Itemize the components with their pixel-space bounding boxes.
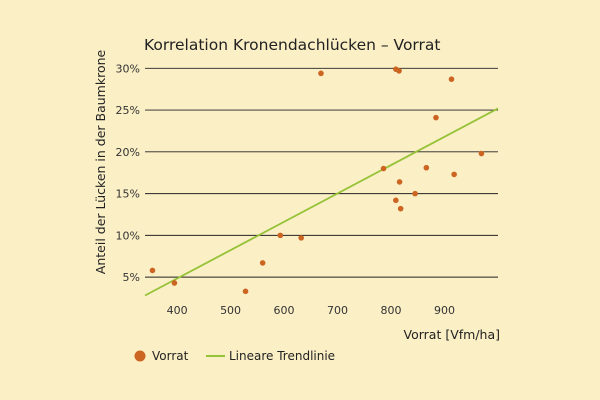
x-tick-label-700: 700 xyxy=(327,304,348,317)
x-tick-label-900: 900 xyxy=(434,304,455,317)
y-tick-label-5: 5% xyxy=(123,271,140,284)
y-axis-title: Anteil der Lücken in der Baumkrone xyxy=(93,49,108,274)
data-point-6 xyxy=(298,235,304,241)
data-point-15 xyxy=(423,164,430,171)
data-point-13 xyxy=(397,205,404,212)
chart-title: Korrelation Kronendachlücken – Vorrat xyxy=(144,36,440,54)
legend-item-trendline: Lineare Trendlinie xyxy=(206,349,335,363)
legend: Vorrat Lineare Trendlinie xyxy=(134,349,335,363)
legend-label-vorrat: Vorrat xyxy=(152,349,189,363)
data-point-5 xyxy=(277,232,284,239)
data-points xyxy=(149,66,485,295)
y-tick-label-10: 10% xyxy=(116,229,140,242)
legend-label-trendline: Lineare Trendlinie xyxy=(229,349,335,363)
data-point-11 xyxy=(396,68,402,74)
data-point-12 xyxy=(396,179,403,185)
legend-item-vorrat: Vorrat xyxy=(134,349,189,363)
y-tick-labels: 5% 10% 15% 20% 25% 30% xyxy=(116,62,140,284)
data-point-16 xyxy=(433,114,439,121)
x-tick-labels: 400 500 600 700 800 900 xyxy=(167,304,455,317)
data-point-3 xyxy=(242,288,249,295)
data-point-2 xyxy=(171,280,178,286)
data-point-19 xyxy=(478,150,485,157)
data-point-4 xyxy=(259,260,266,266)
trendline-layer xyxy=(144,107,499,297)
x-tick-label-400: 400 xyxy=(167,304,188,317)
data-point-9 xyxy=(393,197,399,204)
data-point-14 xyxy=(412,190,418,197)
trendline xyxy=(144,107,499,297)
x-tick-label-500: 500 xyxy=(220,304,241,317)
x-tick-label-800: 800 xyxy=(381,304,402,317)
data-point-17 xyxy=(448,76,455,83)
y-tick-label-25: 25% xyxy=(116,104,140,117)
y-tick-label-15: 15% xyxy=(116,188,140,201)
x-tick-label-600: 600 xyxy=(274,304,295,317)
data-point-8 xyxy=(380,165,387,172)
y-tick-label-20: 20% xyxy=(116,146,140,159)
gridlines xyxy=(145,67,498,278)
data-point-7 xyxy=(318,70,324,77)
data-point-1 xyxy=(149,267,156,274)
x-axis-title: Vorrat [Vfm/ha] xyxy=(404,327,501,342)
data-point-18 xyxy=(451,171,457,178)
y-tick-label-30: 30% xyxy=(116,62,140,75)
legend-marker-vorrat xyxy=(134,350,146,362)
